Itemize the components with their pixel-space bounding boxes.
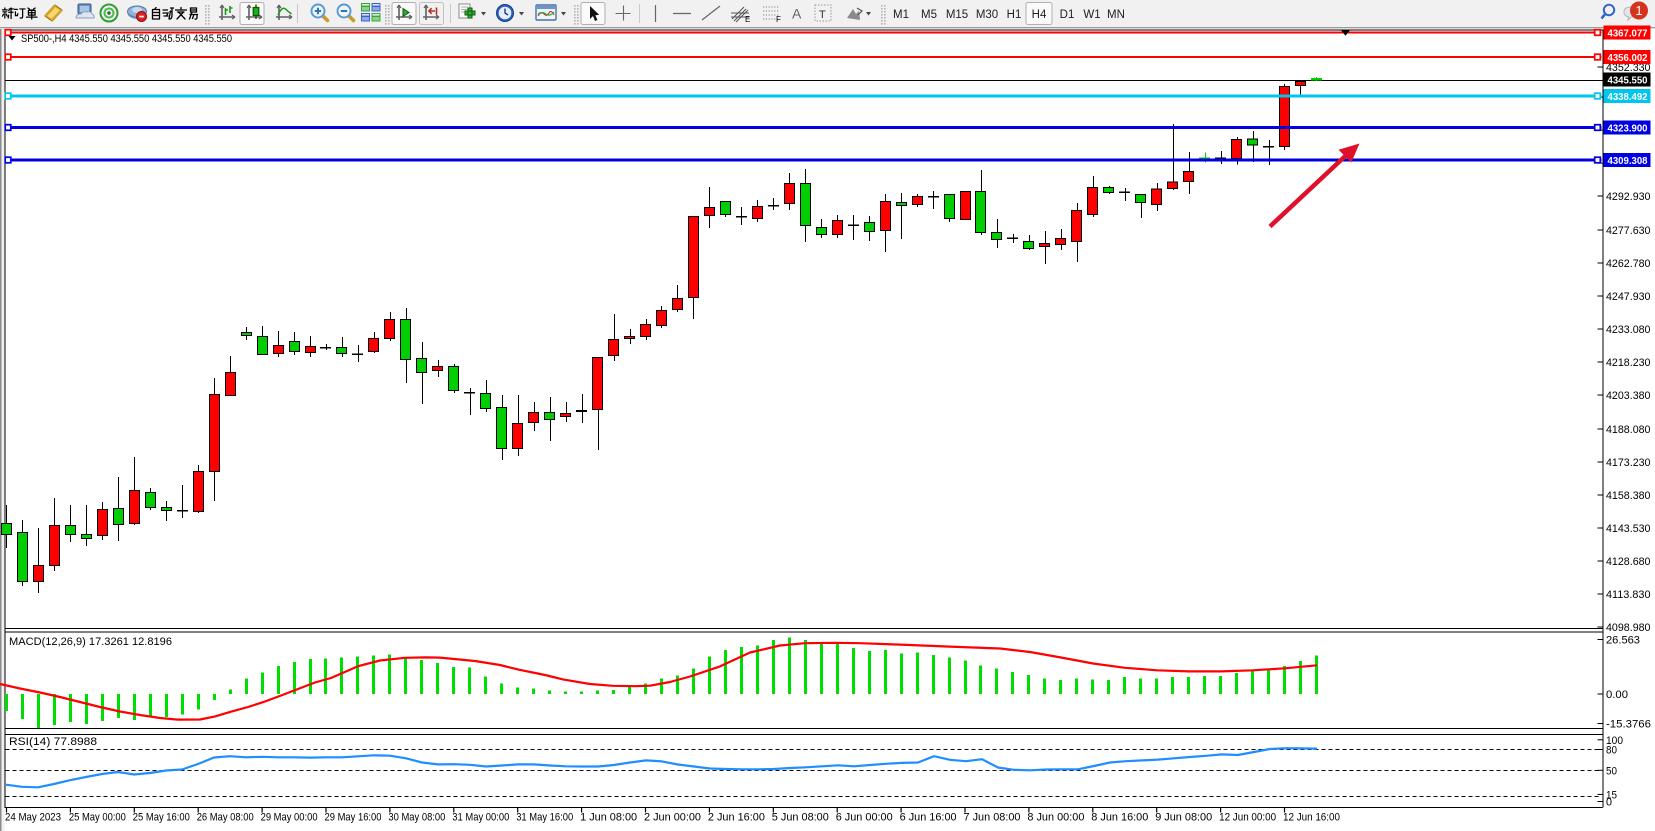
svg-text:E: E [745,15,750,24]
svg-text:12 Jun 00:00: 12 Jun 00:00 [1219,812,1276,824]
svg-text:12 Jun 16:00: 12 Jun 16:00 [1283,812,1340,824]
svg-text:5 Jun 08:00: 5 Jun 08:00 [772,812,829,824]
svg-text:31 May 00:00: 31 May 00:00 [452,812,509,824]
svg-text:SP500-,H4 4345.550 4345.550 4: SP500-,H4 4345.550 4345.550 4345.550 434… [21,33,232,45]
svg-text:0: 0 [1606,797,1612,809]
svg-text:25 May 00:00: 25 May 00:00 [69,812,126,824]
svg-text:4128.680: 4128.680 [1606,556,1651,568]
svg-text:4352.330: 4352.330 [1606,62,1651,74]
svg-text:8 Jun 16:00: 8 Jun 16:00 [1091,812,1148,824]
svg-text:4338.492: 4338.492 [1608,91,1648,103]
svg-text:30 May 08:00: 30 May 08:00 [388,812,445,824]
svg-text:2 Jun 00:00: 2 Jun 00:00 [644,812,701,824]
svg-text:RSI(14) 77.8988: RSI(14) 77.8988 [9,736,97,748]
svg-text:W1: W1 [1083,9,1100,21]
svg-text:4218.230: 4218.230 [1606,357,1651,369]
svg-text:4098.980: 4098.980 [1606,622,1651,634]
svg-text:25 May 16:00: 25 May 16:00 [133,812,190,824]
svg-text:-15.3766: -15.3766 [1606,719,1651,731]
svg-text:H1: H1 [1007,9,1022,21]
svg-text:4367.077: 4367.077 [1608,28,1648,40]
svg-text:1 Jun 08:00: 1 Jun 08:00 [580,812,637,824]
svg-text:50: 50 [1606,765,1617,777]
svg-text:1: 1 [1635,3,1642,18]
svg-text:24 May 2023: 24 May 2023 [5,812,61,824]
svg-text:8 Jun 00:00: 8 Jun 00:00 [1027,812,1084,824]
svg-text:4323.900: 4323.900 [1608,123,1648,135]
svg-text:T: T [819,9,826,21]
svg-text:26 May 08:00: 26 May 08:00 [197,812,254,824]
svg-text:7 Jun 08:00: 7 Jun 08:00 [964,812,1021,824]
svg-text:4247.930: 4247.930 [1606,291,1651,303]
svg-text:4309.308: 4309.308 [1608,155,1648,167]
svg-text:6 Jun 00:00: 6 Jun 00:00 [836,812,893,824]
svg-text:100: 100 [1606,735,1623,747]
svg-text:M30: M30 [976,9,998,21]
svg-text:4233.080: 4233.080 [1606,324,1651,336]
svg-text:4203.380: 4203.380 [1606,390,1651,402]
svg-text:MN: MN [1107,9,1125,21]
svg-text:4143.530: 4143.530 [1606,523,1651,535]
svg-text:4356.002: 4356.002 [1608,52,1648,64]
svg-text:4277.630: 4277.630 [1606,225,1651,237]
svg-text:MACD(12,26,9) 17.3261 12.8196: MACD(12,26,9) 17.3261 12.8196 [9,636,172,648]
svg-text:0.00: 0.00 [1606,689,1628,701]
svg-text:A: A [792,6,802,22]
svg-text:F: F [776,15,781,24]
svg-text:M1: M1 [893,9,909,21]
svg-text:M5: M5 [921,9,937,21]
svg-text:4158.380: 4158.380 [1606,490,1651,502]
svg-text:M15: M15 [946,9,968,21]
svg-text:4173.230: 4173.230 [1606,457,1651,469]
svg-text:4292.930: 4292.930 [1606,191,1651,203]
svg-text:D1: D1 [1060,9,1075,21]
svg-text:9 Jun 08:00: 9 Jun 08:00 [1155,812,1212,824]
svg-text:29 May 00:00: 29 May 00:00 [261,812,318,824]
svg-text:31 May 16:00: 31 May 16:00 [516,812,573,824]
svg-text:4113.830: 4113.830 [1606,589,1651,601]
svg-text:2 Jun 16:00: 2 Jun 16:00 [708,812,765,824]
svg-text:15: 15 [1606,789,1617,801]
svg-text:26.563: 26.563 [1606,635,1640,647]
svg-text:4262.780: 4262.780 [1606,258,1651,270]
svg-text:4345.550: 4345.550 [1608,75,1648,87]
svg-text:80: 80 [1606,745,1617,757]
svg-text:H4: H4 [1032,9,1047,21]
svg-text:6 Jun 16:00: 6 Jun 16:00 [900,812,957,824]
svg-text:4188.080: 4188.080 [1606,424,1651,436]
svg-text:29 May 16:00: 29 May 16:00 [325,812,382,824]
